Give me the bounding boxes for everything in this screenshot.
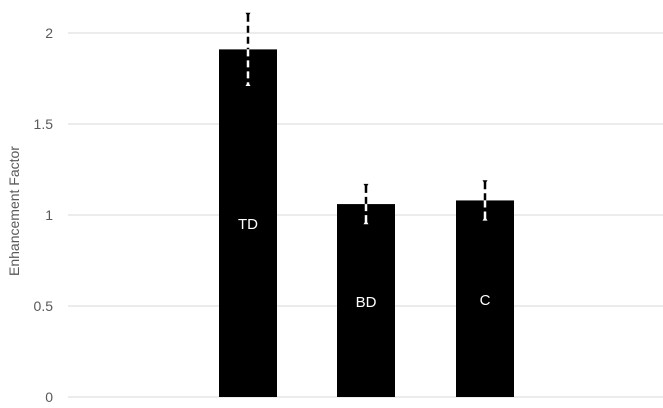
y-tick-label: 1.5 (34, 116, 54, 132)
bar-labels: TD BD C (238, 216, 491, 311)
bar-c (456, 200, 514, 397)
y-tick-label: 0.5 (34, 298, 54, 314)
bars (219, 49, 514, 397)
y-axis-ticks: 0 0.5 1 1.5 2 (34, 25, 54, 405)
error-bars (245, 12, 488, 225)
bar-label: BD (356, 294, 377, 311)
bar-label: C (480, 292, 491, 309)
bar-td (219, 49, 277, 397)
error-bar (482, 180, 488, 221)
y-tick-label: 2 (45, 25, 53, 41)
bar-label: TD (238, 216, 258, 233)
y-tick-label: 0 (45, 389, 53, 403)
bar-bd (337, 204, 395, 397)
y-axis-label: Enhancement Factor (6, 146, 22, 276)
error-bar (363, 183, 369, 225)
error-bar (245, 12, 251, 86)
y-tick-label: 1 (45, 207, 53, 223)
